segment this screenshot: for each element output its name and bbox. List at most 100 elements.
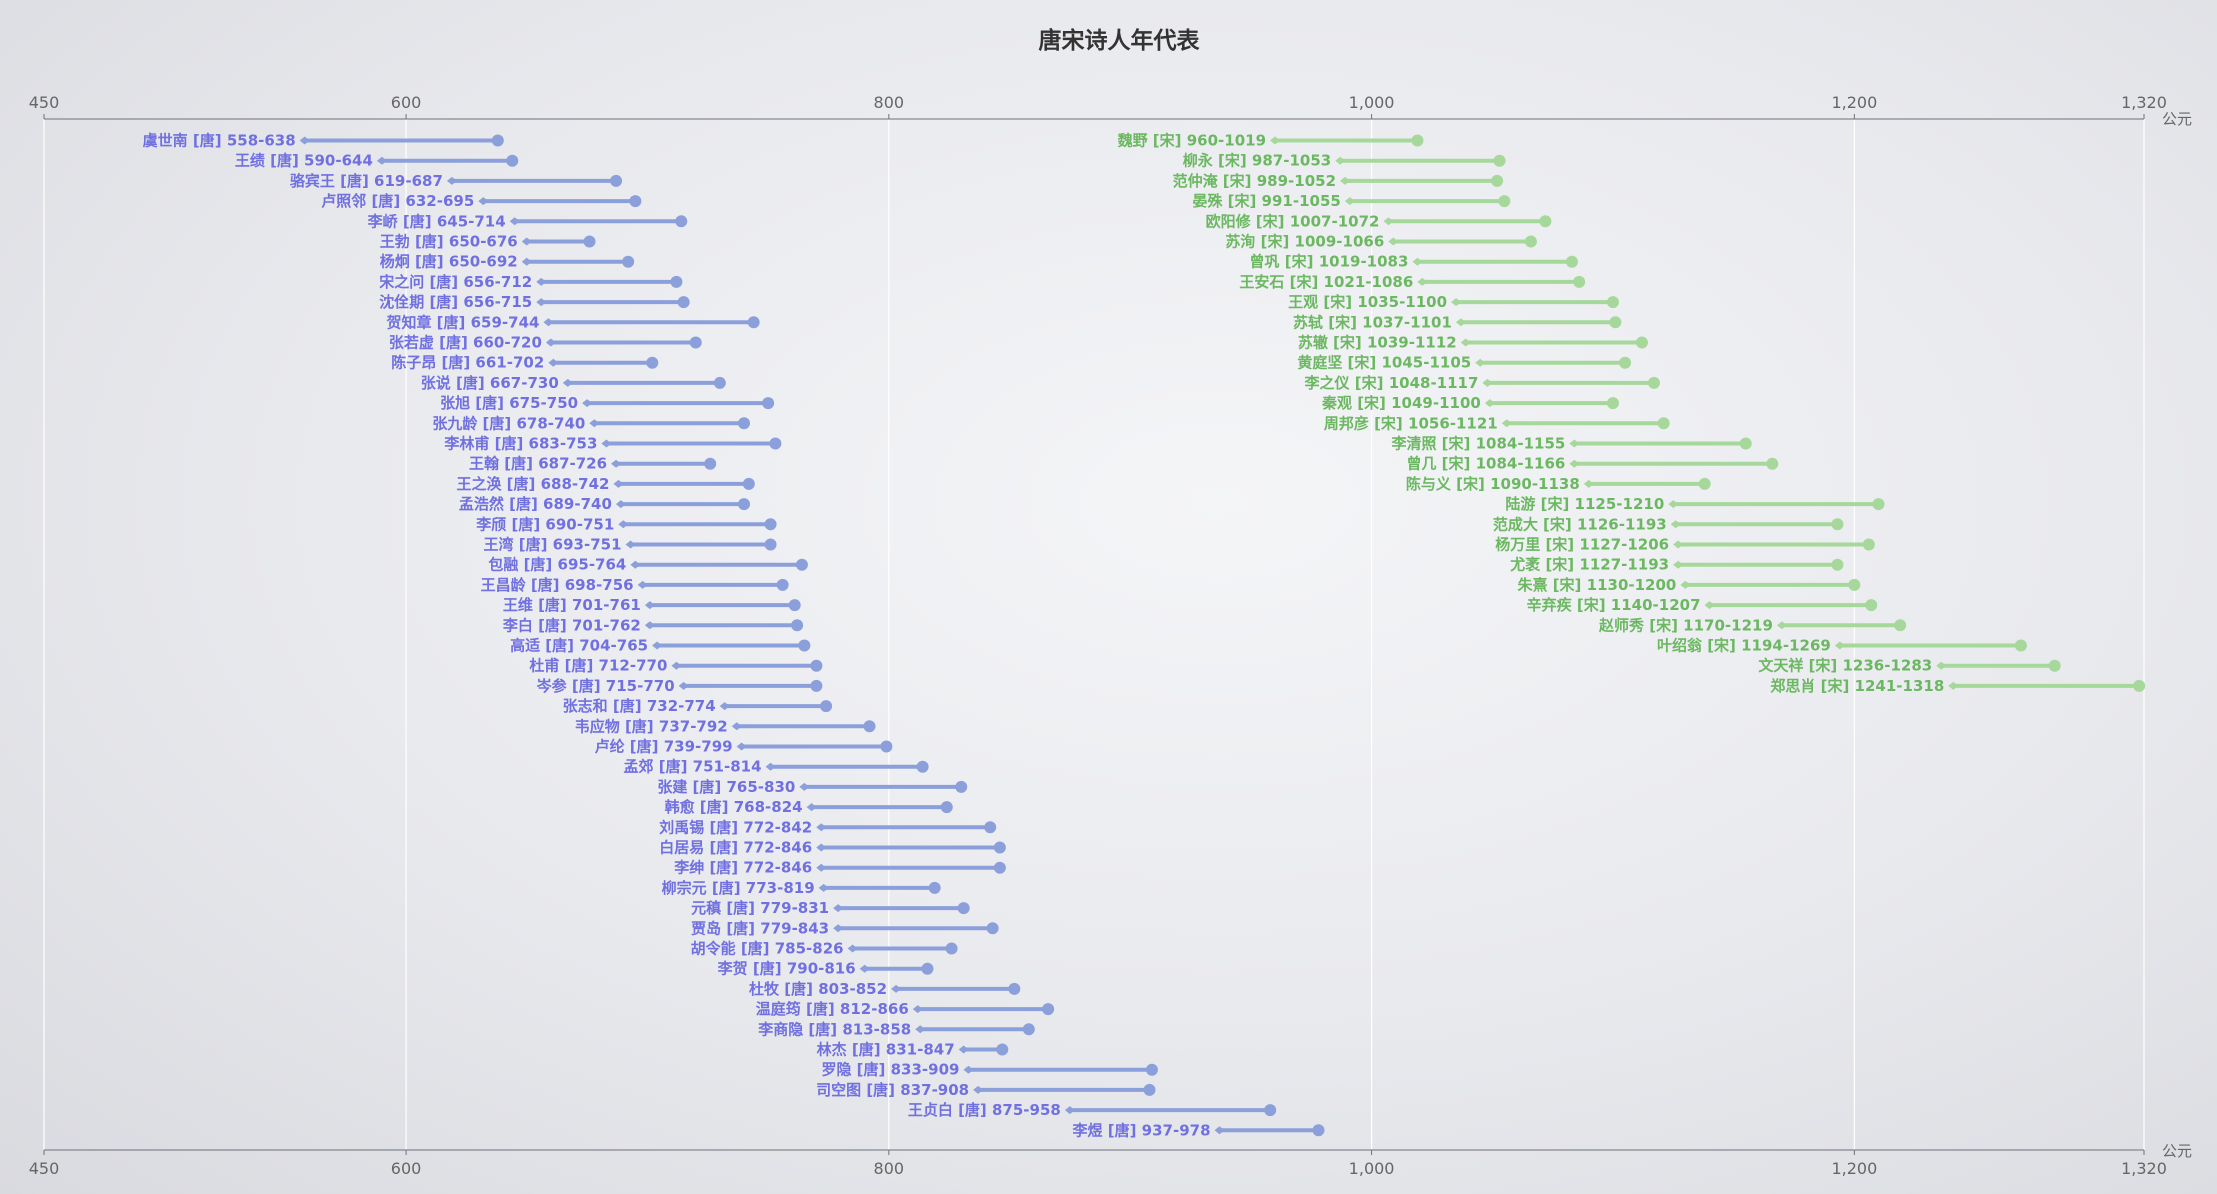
poet-label: 辛弃疾 [宋] 1140-1207: [1527, 596, 1701, 614]
poet-label: 王贞白 [唐] 875-958: [908, 1101, 1061, 1119]
poet-label: 张若虚 [唐] 660-720: [389, 334, 542, 352]
death-marker: [1865, 599, 1878, 612]
poet-row: 孟浩然 [唐] 689-740: [459, 495, 750, 513]
axis-ticks: 450 450 600 600 800 800 1,000 1,000 1,200 1,200 1,…: [29, 93, 2167, 1178]
poet-label: 陆游 [宋] 1125-1210: [1505, 495, 1664, 513]
death-marker: [1648, 376, 1660, 389]
death-marker: [1312, 1124, 1325, 1137]
birth-marker: [1340, 176, 1351, 185]
death-marker: [677, 296, 690, 309]
poet-label: 包融 [唐] 695-764: [488, 556, 626, 574]
birth-marker: [958, 1045, 969, 1054]
death-marker: [1008, 982, 1021, 995]
poet-row: 刘禹锡 [唐] 772-842: [659, 818, 997, 836]
birth-marker: [816, 823, 827, 832]
poet-label: 苏轼 [宋] 1037-1101: [1293, 313, 1452, 331]
birth-marker: [847, 944, 858, 953]
death-marker: [2014, 639, 2027, 652]
poet-row: 辛弃疾 [宋] 1140-1207: [1527, 596, 1878, 614]
birth-marker: [1948, 681, 1959, 690]
birth-marker: [1451, 298, 1462, 307]
death-marker: [993, 861, 1006, 874]
death-marker: [506, 154, 519, 167]
birth-marker: [1455, 318, 1466, 327]
top-axis-unit: 公元: [2162, 110, 2192, 128]
poet-row: 元稹 [唐] 779-831: [691, 899, 970, 917]
death-marker: [689, 336, 702, 349]
death-marker: [940, 801, 953, 814]
poet-label: 王观 [宋] 1035-1100: [1288, 293, 1447, 311]
death-marker: [921, 962, 934, 975]
poet-row: 郑思肖 [宋] 1241-1318: [1770, 677, 2146, 695]
poet-row: 贾岛 [唐] 779-843: [691, 919, 999, 937]
poet-row: 范成大 [宋] 1126-1193: [1493, 515, 1844, 533]
birth-marker: [833, 904, 844, 913]
poet-label: 郑思肖 [宋] 1241-1318: [1770, 677, 1944, 695]
poet-label: 孟郊 [唐] 751-814: [624, 758, 762, 776]
death-marker: [704, 457, 717, 470]
poet-label: 文天祥 [宋] 1236-1283: [1758, 657, 1932, 675]
poet-label: 柳宗元 [唐] 773-819: [662, 879, 815, 897]
poet-label: 王翰 [唐] 687-726: [469, 455, 607, 473]
poet-label: 卢照邻 [唐] 632-695: [321, 192, 474, 210]
poet-row: 李商隐 [唐] 813-858: [757, 1020, 1035, 1038]
death-marker: [629, 195, 642, 208]
poet-label: 王之涣 [唐] 688-742: [456, 475, 609, 493]
poet-label: 叶绍翁 [宋] 1194-1269: [1657, 637, 1831, 655]
poet-row: 李煜 [唐] 937-978: [1072, 1121, 1325, 1139]
bottom-tick-label: 800: [874, 1159, 905, 1178]
death-marker: [996, 1043, 1009, 1056]
birth-marker: [1673, 560, 1684, 569]
birth-marker: [1417, 277, 1428, 286]
poet-row: 温庭筠 [唐] 812-866: [756, 1000, 1055, 1018]
poet-row: 王绩 [唐] 590-644: [235, 152, 519, 170]
birth-marker: [548, 358, 559, 367]
birth-marker: [652, 641, 663, 650]
birth-marker: [912, 1005, 923, 1014]
poet-label: 苏洵 [宋] 1009-1066: [1225, 233, 1384, 251]
birth-marker: [625, 540, 636, 549]
death-marker: [1635, 336, 1648, 349]
poet-row: 柳永 [宋] 987-1053: [1183, 152, 1506, 170]
poet-row: 包融 [唐] 695-764: [488, 556, 808, 574]
death-marker: [713, 376, 726, 389]
birth-marker: [299, 136, 310, 145]
birth-marker: [545, 338, 556, 347]
death-marker: [742, 477, 755, 490]
birth-marker: [562, 378, 573, 387]
birth-marker: [1673, 540, 1684, 549]
death-marker: [1698, 477, 1711, 490]
poet-label: 贾岛 [唐] 779-843: [691, 919, 829, 937]
birth-marker: [589, 419, 600, 428]
poet-label: 刘禹锡 [唐] 772-842: [659, 818, 812, 836]
death-marker: [1145, 1063, 1158, 1076]
poet-row: 欧阳修 [宋] 1007-1072: [1206, 212, 1552, 230]
death-marker: [776, 578, 789, 591]
death-marker: [1862, 538, 1875, 551]
poet-row: 司空图 [唐] 837-908: [816, 1081, 1156, 1099]
poet-label: 白居易 [唐] 772-846: [659, 839, 812, 857]
poet-row: 王贞白 [唐] 875-958: [908, 1101, 1277, 1119]
top-tick-label: 1,320: [2121, 93, 2167, 112]
poet-row: 卢照邻 [唐] 632-695: [321, 192, 642, 210]
death-marker: [1565, 255, 1578, 268]
death-marker: [2048, 659, 2061, 672]
poet-label: 王绩 [唐] 590-644: [235, 152, 373, 170]
birth-marker: [973, 1085, 984, 1094]
death-marker: [798, 639, 811, 652]
poet-label: 晏殊 [宋] 991-1055: [1192, 192, 1340, 210]
poet-row: 张旭 [唐] 675-750: [440, 394, 775, 412]
poet-row: 王湾 [唐] 693-751: [484, 536, 777, 554]
poet-row: 王观 [宋] 1035-1100: [1288, 293, 1619, 311]
birth-marker: [1501, 419, 1512, 428]
birth-marker: [376, 156, 387, 165]
poet-row: 贺知章 [唐] 659-744: [385, 313, 760, 331]
poet-row: 罗隐 [唐] 833-909: [821, 1061, 1158, 1079]
birth-marker: [478, 197, 489, 206]
poet-label: 李绅 [唐] 772-846: [673, 859, 812, 877]
death-marker: [1539, 215, 1552, 228]
death-marker: [670, 275, 683, 288]
birth-marker: [799, 782, 810, 791]
birth-marker: [521, 257, 532, 266]
